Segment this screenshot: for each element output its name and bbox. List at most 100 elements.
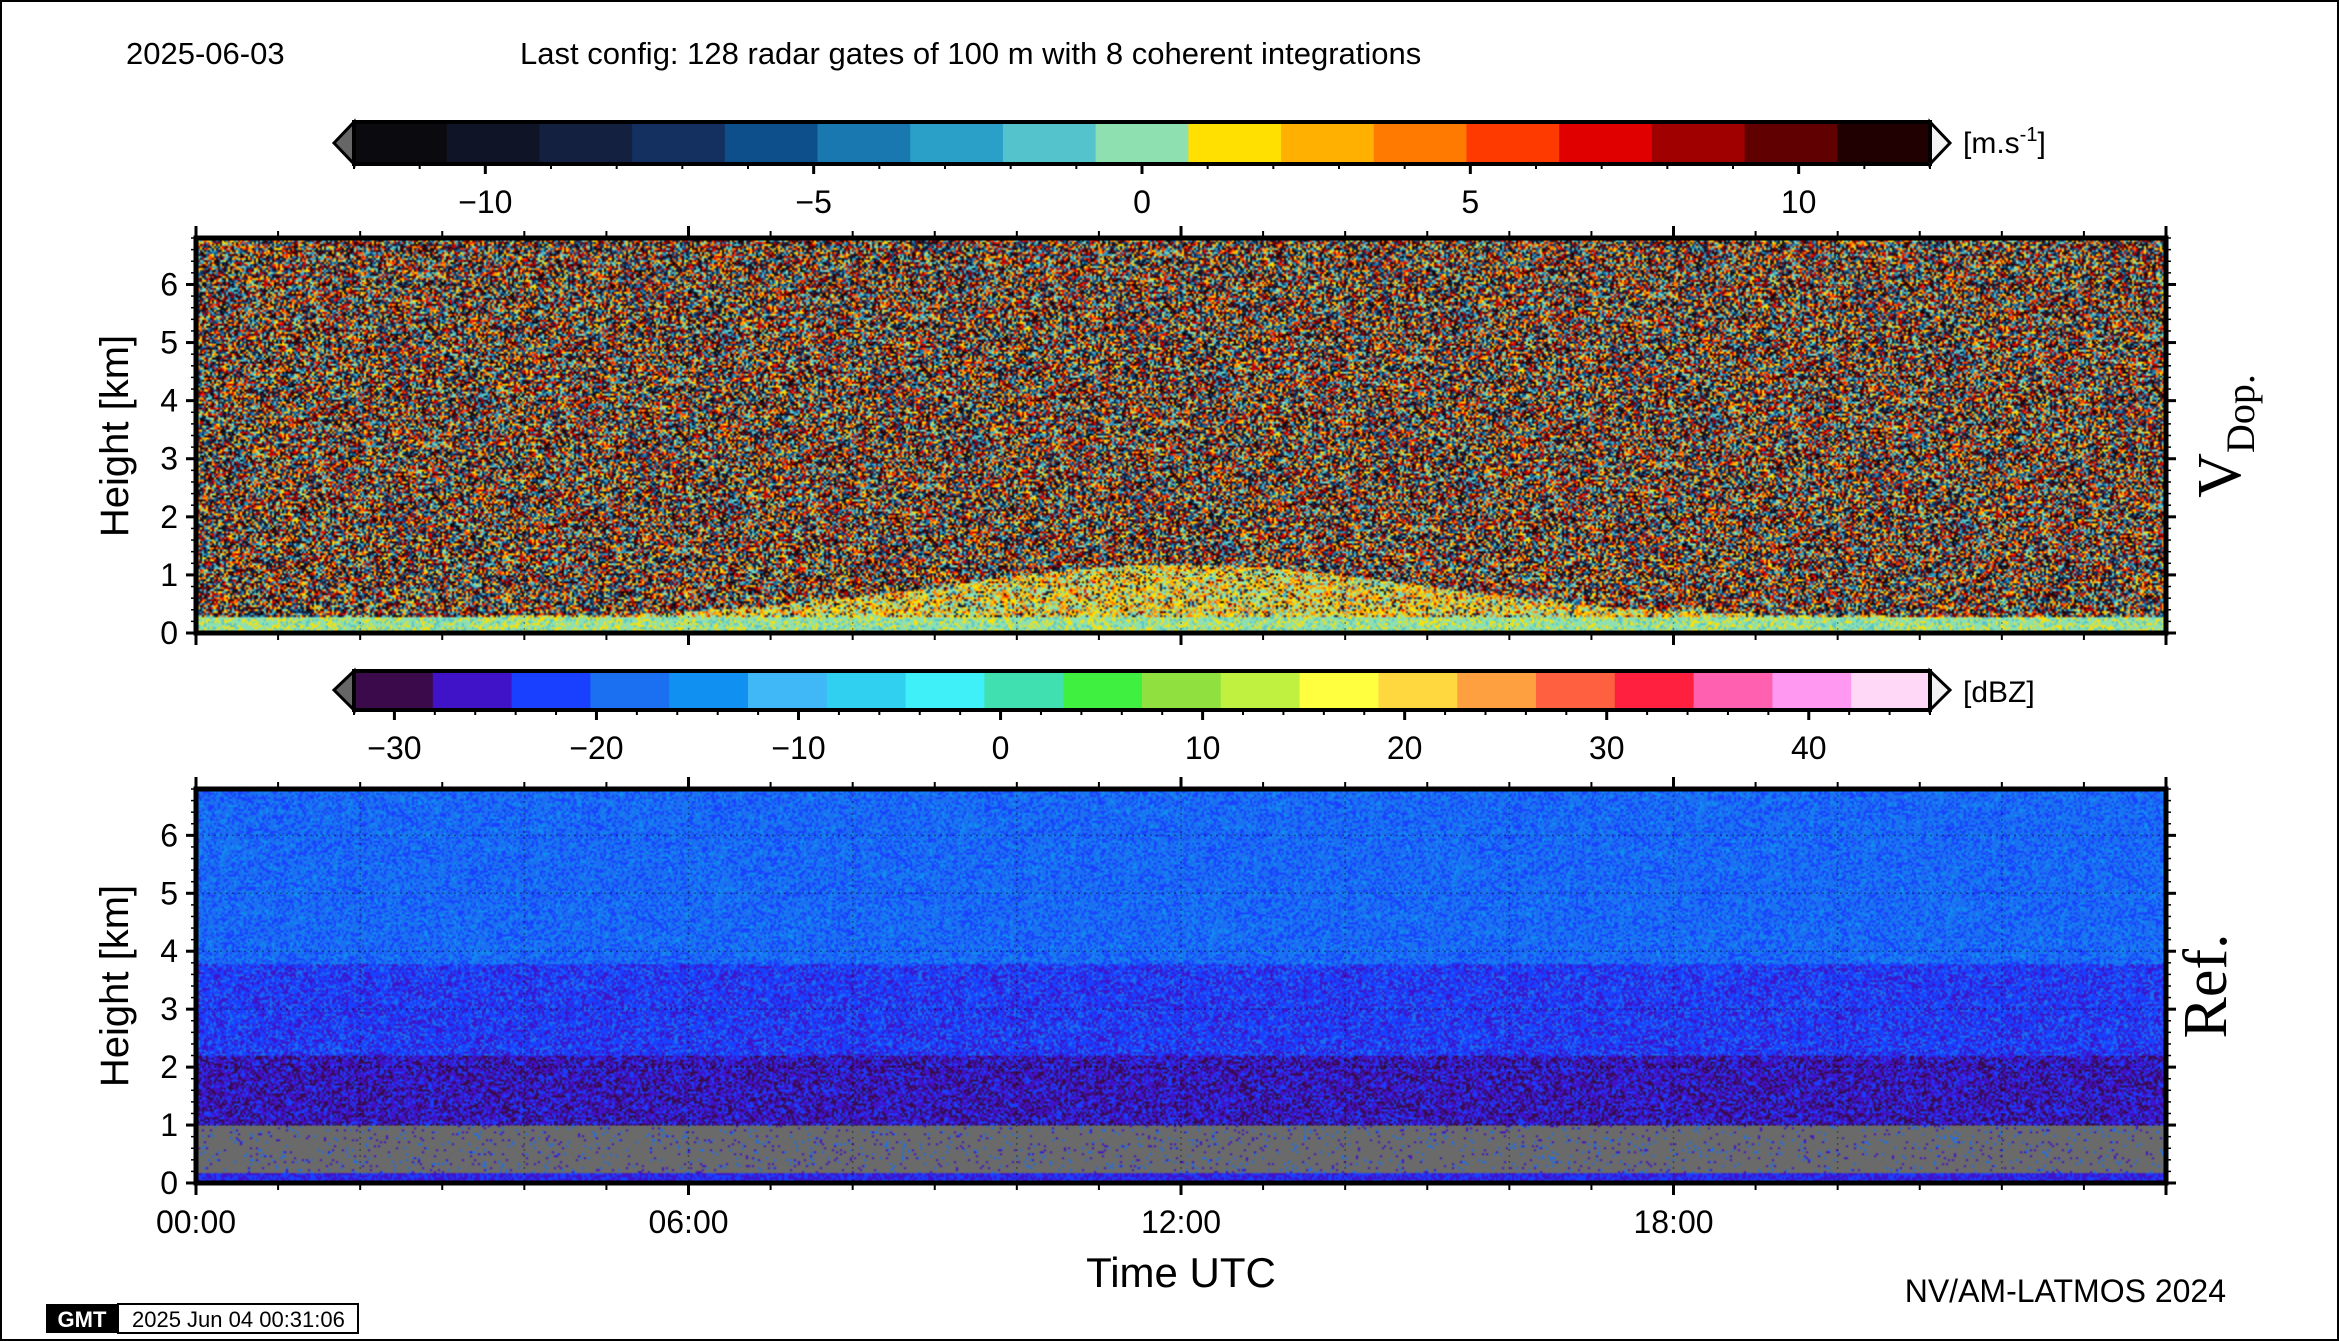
reflectivity-heatmap bbox=[196, 789, 2166, 1183]
doppler-colorbar-swatch bbox=[1559, 122, 1653, 164]
doppler-grid bbox=[196, 238, 2166, 633]
doppler-colorbar-swatch bbox=[1744, 122, 1838, 164]
x-axis-title: Time UTC bbox=[1086, 1249, 1276, 1296]
doppler-y-tick-label: 1 bbox=[160, 557, 178, 593]
reflectivity-colorbar-tick-label: 20 bbox=[1387, 730, 1423, 766]
reflectivity-colorbar-swatch bbox=[590, 671, 670, 710]
reflectivity-colorbar-swatch bbox=[1142, 671, 1222, 710]
doppler-panel: 0 1 2 3 4 5 6 Height [km] VDop. bbox=[93, 226, 2263, 651]
gmt-logo-text: GMT bbox=[58, 1307, 107, 1332]
reflectivity-colorbar-swatch bbox=[511, 671, 591, 710]
doppler-panel-label-text: VDop. bbox=[2186, 374, 2263, 498]
doppler-y-tick-label: 2 bbox=[160, 499, 178, 535]
doppler-unit-close: ] bbox=[2037, 127, 2045, 160]
x-tick-label: 18:00 bbox=[1633, 1204, 1713, 1240]
doppler-colorbar-swatch bbox=[1373, 122, 1468, 164]
doppler-label-sub: Dop. bbox=[2218, 374, 2263, 453]
reflectivity-colorbar-swatch bbox=[1614, 671, 1695, 710]
doppler-unit-exponent: -1 bbox=[2020, 124, 2038, 146]
reflectivity-panel-label: Ref. bbox=[2172, 933, 2240, 1038]
doppler-colorbar-swatches bbox=[354, 122, 1931, 164]
doppler-y-tick-label: 0 bbox=[160, 615, 178, 651]
reflectivity-y-tick-label: 2 bbox=[160, 1049, 178, 1085]
timestamp-box bbox=[117, 1303, 359, 1334]
reflectivity-colorbar-ticks: −30 −20 −10 0 10 20 30 40 bbox=[353, 710, 1931, 766]
doppler-colorbar-swatch bbox=[724, 122, 819, 164]
reflectivity-colorbar-swatches bbox=[354, 671, 1931, 710]
reflectivity-colorbar-swatch bbox=[354, 671, 434, 710]
x-tick-label: 06:00 bbox=[648, 1204, 728, 1240]
doppler-y-tick-label: 4 bbox=[160, 383, 178, 419]
reflectivity-colorbar-tick-label: 40 bbox=[1791, 730, 1827, 766]
reflectivity-colorbar-swatch bbox=[984, 671, 1064, 710]
reflectivity-y-tick-label: 1 bbox=[160, 1107, 178, 1143]
doppler-colorbar-swatch bbox=[1188, 122, 1282, 164]
reflectivity-y-tick-label: 0 bbox=[160, 1165, 178, 1201]
doppler-colorbar-swatch bbox=[1837, 122, 1931, 164]
reflectivity-colorbar-swatch bbox=[1772, 671, 1852, 710]
x-tick-label: 12:00 bbox=[1141, 1204, 1221, 1240]
doppler-colorbar-swatch bbox=[1095, 122, 1189, 164]
doppler-colorbar-swatch bbox=[1466, 122, 1560, 164]
reflectivity-y-tick-label: 6 bbox=[160, 817, 178, 853]
reflectivity-colorbar-tick-label: −30 bbox=[367, 730, 421, 766]
reflectivity-colorbar-tick-label: −20 bbox=[569, 730, 623, 766]
doppler-colorbar-ticks: −10 −5 0 5 10 bbox=[353, 164, 1931, 220]
doppler-colorbar-swatch bbox=[632, 122, 726, 164]
doppler-colorbar-tick-label: 5 bbox=[1461, 184, 1479, 220]
doppler-colorbar-unit: [m.s-1] bbox=[1963, 124, 2046, 160]
doppler-colorbar-tick-label: −5 bbox=[795, 184, 831, 220]
reflectivity-colorbar-swatch bbox=[1851, 671, 1931, 710]
reflectivity-colorbar-swatch bbox=[748, 671, 828, 710]
reflectivity-y-axis-title: Height [km] bbox=[93, 885, 137, 1087]
reflectivity-grid bbox=[196, 789, 2166, 1183]
gmt-logo bbox=[46, 1304, 118, 1333]
reflectivity-colorbar-swatch bbox=[1378, 671, 1458, 710]
doppler-heatmap bbox=[196, 238, 2166, 633]
reflectivity-colorbar-swatch bbox=[1693, 671, 1773, 710]
doppler-colorbar-swatch bbox=[817, 122, 911, 164]
doppler-axis-ticks: 0 1 2 3 4 5 6 bbox=[160, 226, 2176, 651]
doppler-label-main: V bbox=[2186, 453, 2254, 498]
doppler-y-tick-label: 3 bbox=[160, 441, 178, 477]
doppler-colorbar-swatch bbox=[1651, 122, 1746, 164]
doppler-colorbar: −10 −5 0 5 10 [m.s-1] bbox=[331, 118, 2046, 220]
reflectivity-colorbar-swatch bbox=[1299, 671, 1379, 710]
doppler-colorbar-swatch bbox=[446, 122, 541, 164]
doppler-colorbar-swatch bbox=[354, 122, 448, 164]
reflectivity-y-tick-label: 5 bbox=[160, 875, 178, 911]
doppler-colorbar-tick-label: −10 bbox=[458, 184, 512, 220]
reflectivity-colorbar-swatch bbox=[1063, 671, 1143, 710]
config-label: Last config: 128 radar gates of 100 m wi… bbox=[520, 36, 1421, 71]
doppler-colorbar-swatch bbox=[539, 122, 633, 164]
reflectivity-colorbar-tick-label: −10 bbox=[771, 730, 825, 766]
doppler-unit-base: [m.s bbox=[1963, 127, 2020, 160]
timestamp-label: 2025 Jun 04 00:31:06 bbox=[132, 1307, 345, 1332]
reflectivity-colorbar-tick-label: 0 bbox=[992, 730, 1010, 766]
reflectivity-colorbar-swatch bbox=[1220, 671, 1301, 710]
reflectivity-colorbar-swatch bbox=[669, 671, 749, 710]
credit-label: NV/AM-LATMOS 2024 bbox=[1905, 1273, 2226, 1309]
doppler-colorbar-swatch bbox=[910, 122, 1004, 164]
doppler-colorbar-swatch bbox=[1002, 122, 1097, 164]
reflectivity-colorbar-frame bbox=[352, 669, 1932, 712]
doppler-colorbar-tick-label: 10 bbox=[1781, 184, 1817, 220]
reflectivity-colorbar-tick-label: 30 bbox=[1589, 730, 1625, 766]
x-tick-label: 00:00 bbox=[156, 1204, 236, 1240]
doppler-colorbar-tick-label: 0 bbox=[1133, 184, 1151, 220]
reflectivity-colorbar: −30 −20 −10 0 10 20 30 40 [dBZ] bbox=[331, 667, 2035, 766]
reflectivity-axis-ticks: 0 1 2 3 4 5 6 00:00 06:00 12:00 18:00 bbox=[156, 777, 2176, 1240]
date-label: 2025-06-03 bbox=[126, 36, 285, 71]
doppler-y-tick-label: 6 bbox=[160, 266, 178, 302]
reflectivity-colorbar-swatch bbox=[1457, 671, 1537, 710]
reflectivity-y-tick-label: 4 bbox=[160, 933, 178, 969]
reflectivity-colorbar-unit: [dBZ] bbox=[1963, 676, 2035, 709]
reflectivity-colorbar-swatch bbox=[826, 671, 907, 710]
reflectivity-colorbar-swatch bbox=[1536, 671, 1616, 710]
reflectivity-colorbar-tick-label: 10 bbox=[1185, 730, 1221, 766]
doppler-y-axis-title: Height [km] bbox=[93, 335, 137, 537]
reflectivity-colorbar-swatch bbox=[432, 671, 513, 710]
reflectivity-y-tick-label: 3 bbox=[160, 991, 178, 1027]
